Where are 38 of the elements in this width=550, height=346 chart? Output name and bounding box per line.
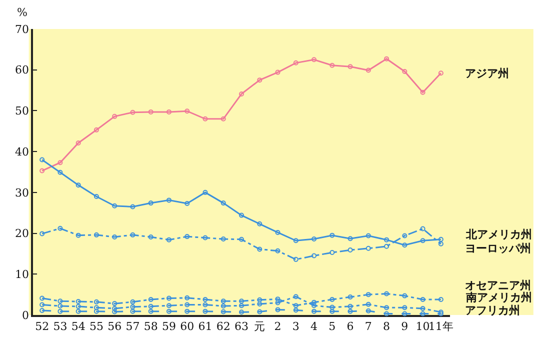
y-tick-label: 50 [15, 104, 30, 118]
x-tick-label: 58 [144, 320, 158, 333]
x-tick-label: 6 [346, 320, 354, 333]
y-tick-label: 30 [15, 186, 30, 200]
x-tick-label: 55 [89, 320, 104, 333]
y-tick-label: 60 [15, 64, 30, 77]
y-tick-label: 0 [22, 308, 30, 322]
x-tick-label: 59 [162, 320, 176, 333]
x-tick-label: 63 [234, 320, 248, 333]
x-tick-label: 4 [310, 320, 318, 333]
x-tick-label: 2 [274, 320, 282, 333]
x-tick-label: 57 [126, 320, 140, 333]
x-tick-label: 3 [292, 320, 300, 333]
x-tick-label: 7 [364, 320, 372, 333]
text: 南アメリカ州 [465, 291, 532, 304]
x-tick-label: 5 [328, 320, 336, 333]
text: オセアニア州 [465, 279, 531, 292]
y-tick-label: 10 [15, 268, 30, 281]
text: ヨーロッパ州 [465, 242, 531, 255]
x-tick-label: 54 [71, 320, 86, 333]
x-tick-label: 62 [216, 320, 230, 333]
y-tick-label: 70 [15, 22, 30, 36]
x-tick-label: 53 [53, 320, 68, 333]
y-tick-label: 20 [15, 227, 30, 240]
x-tick-label: 10 [416, 320, 430, 333]
text: アジア州 [465, 67, 509, 80]
x-tick-label: 8 [383, 320, 390, 333]
text: 北アメリカ州 [465, 228, 532, 241]
x-tick-label: 56 [108, 320, 122, 333]
x-tick-label: 元 [254, 320, 266, 333]
text: アフリカ州 [465, 304, 520, 317]
y-tick-label: 40 [15, 145, 30, 158]
x-tick-label: 11年 [428, 320, 454, 333]
x-tick-label: 9 [401, 320, 408, 333]
x-tick-label: 60 [180, 320, 194, 333]
x-tick-label: 52 [35, 320, 50, 333]
y-axis-title: % [17, 6, 28, 19]
x-tick-label: 61 [198, 320, 212, 333]
